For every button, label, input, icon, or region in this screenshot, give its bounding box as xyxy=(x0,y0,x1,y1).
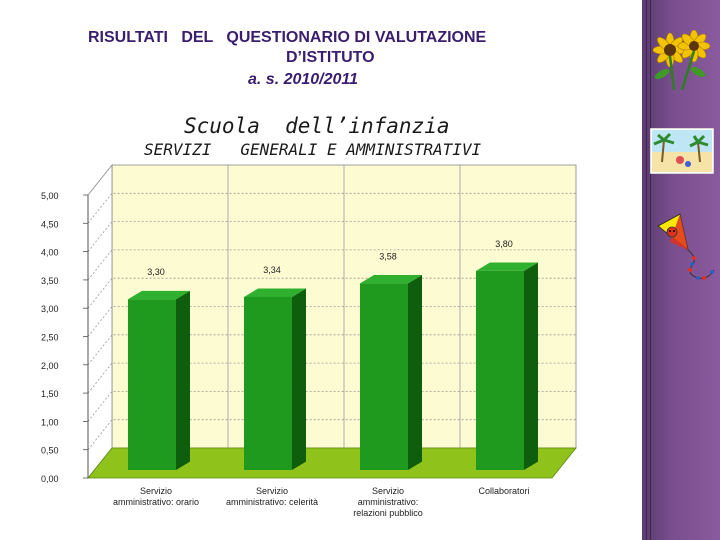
gridline xyxy=(87,192,576,224)
bar-value-label: 3,58 xyxy=(379,251,397,261)
bar xyxy=(360,283,408,470)
bar-side xyxy=(176,290,190,470)
y-tick-label: 4,50 xyxy=(41,219,59,229)
bar-chart: 0,00 0,50 1,00 1,50 2,00 2,50 3,00 3,50 4,00 4,50… xyxy=(41,163,577,518)
bar-side xyxy=(524,262,538,470)
gridline xyxy=(87,277,576,309)
bar-value-label: 3,80 xyxy=(495,239,513,249)
y-tick-label: 1,50 xyxy=(41,389,59,399)
category-label: Servizio xyxy=(256,486,288,496)
sunflower-clipart xyxy=(652,30,711,91)
gridline xyxy=(87,419,576,450)
sidebar-stripe xyxy=(650,0,651,540)
category-label: Servizio xyxy=(140,486,172,496)
beach-clipart xyxy=(650,128,714,174)
category-label: amministrativo: xyxy=(358,497,419,507)
gridline xyxy=(87,390,576,422)
bar-top xyxy=(244,288,306,297)
category-label: Collaboratori xyxy=(478,486,529,496)
bar-side xyxy=(408,274,422,470)
chart-side-wall xyxy=(87,163,113,480)
bar-top xyxy=(128,290,190,300)
decorative-sidebar xyxy=(642,0,720,540)
bar-top xyxy=(360,274,422,284)
gridline xyxy=(87,164,576,196)
bar-value-label: 3,30 xyxy=(147,267,165,277)
y-tick-label: 3,00 xyxy=(41,304,59,314)
kite-clipart xyxy=(657,213,715,280)
title-line-2: D’ISTITUTO xyxy=(286,49,375,66)
title-line-3: a. s. 2010/2011 xyxy=(248,71,359,88)
gridline xyxy=(87,306,576,337)
y-tick-label: 0,50 xyxy=(41,446,59,456)
subtitle-services: SERVIZI GENERALI E AMMINISTRATIVI xyxy=(144,140,482,159)
y-tick-label: 3,50 xyxy=(41,276,59,286)
category-label: relazioni pubblico xyxy=(353,508,423,518)
y-tick-label: 4,00 xyxy=(41,248,59,258)
y-tick-label: 2,00 xyxy=(41,361,59,371)
category-label: amministrativo: celerità xyxy=(226,497,318,507)
y-tick-label: 2,50 xyxy=(41,333,59,343)
category-label: Servizio xyxy=(372,486,404,496)
gridline xyxy=(87,334,576,366)
bar-side xyxy=(292,288,306,470)
y-tick-label: 0,00 xyxy=(41,474,59,484)
bar xyxy=(244,296,292,470)
bar-value-label: 3,34 xyxy=(263,265,281,275)
bar-top xyxy=(476,262,538,271)
y-tick-label: 1,00 xyxy=(41,417,59,427)
chart-floor xyxy=(87,447,577,479)
gridline xyxy=(87,249,576,281)
gridline xyxy=(87,221,576,252)
bar xyxy=(128,299,176,470)
y-tick-label: 5,00 xyxy=(41,191,59,201)
gridline xyxy=(87,362,576,394)
bar xyxy=(476,270,524,470)
title-line-1: RISULTATI DEL QUESTIONARIO DI VALUTAZION… xyxy=(88,29,487,46)
category-label: amministrativo: orario xyxy=(113,497,199,507)
sidebar-stripe xyxy=(646,0,647,540)
subtitle-school: Scuola dell’infanzia xyxy=(184,114,450,138)
